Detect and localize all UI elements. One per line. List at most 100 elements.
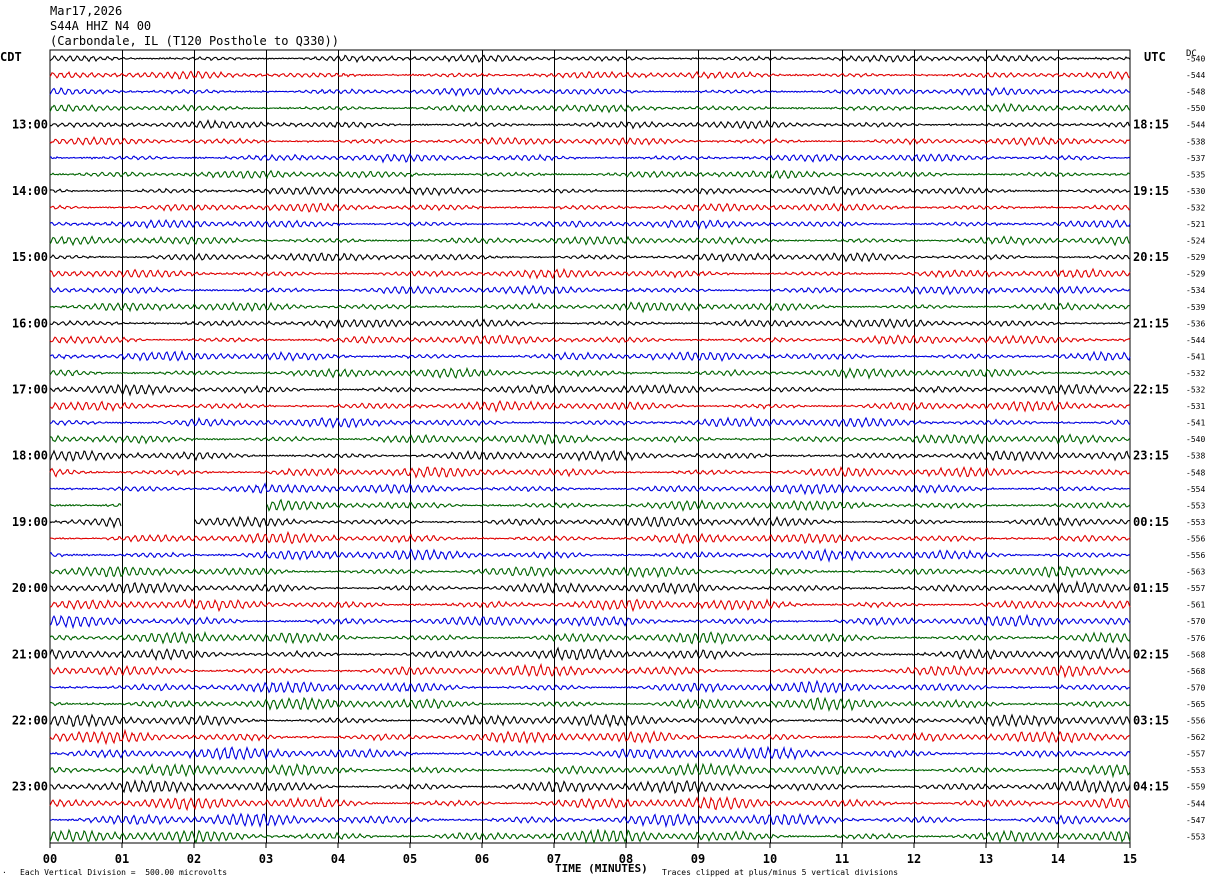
- cdt-label: CDT: [0, 50, 22, 64]
- dc-offset-label: -530: [1186, 187, 1205, 196]
- dc-offset-label: -540: [1186, 435, 1205, 444]
- seismic-trace: [49, 795, 1130, 812]
- dc-offset-label: -554: [1186, 485, 1205, 494]
- seismic-trace: [49, 135, 1131, 147]
- dc-offset-label: -529: [1186, 270, 1205, 279]
- seismic-trace: [49, 812, 1131, 829]
- dc-offset-label: -556: [1186, 551, 1205, 560]
- cdt-hour-label: 16:00: [12, 316, 48, 330]
- x-tick-label: 01: [115, 852, 129, 866]
- dc-offset-label: -521: [1186, 220, 1205, 229]
- seismic-trace: [49, 598, 1131, 613]
- x-axis-title: TIME (MINUTES): [555, 862, 648, 875]
- dc-offset-label: -568: [1186, 667, 1205, 676]
- dc-offset-label: -548: [1186, 468, 1205, 477]
- utc-hour-label: 21:15: [1133, 316, 1169, 330]
- seismic-trace: [49, 728, 1130, 746]
- seismic-trace: [49, 349, 1131, 363]
- seismic-trace: [49, 646, 1131, 662]
- dc-offset-label: -535: [1186, 170, 1205, 179]
- seismic-trace: [49, 580, 1131, 595]
- dc-offset-label: -541: [1186, 419, 1205, 428]
- utc-label: UTC: [1144, 50, 1166, 64]
- x-tick-label: 07: [547, 852, 561, 866]
- x-tick-label: 15: [1123, 852, 1137, 866]
- x-tick-label: 06: [475, 852, 489, 866]
- utc-hour-label: 22:15: [1133, 383, 1169, 397]
- seismic-trace: [49, 185, 1131, 197]
- seismic-trace: [49, 301, 1131, 314]
- dc-offset-label: -540: [1186, 55, 1205, 64]
- seismic-trace: [49, 762, 1131, 779]
- utc-hour-label: 00:15: [1133, 515, 1169, 529]
- seismic-trace: [49, 482, 1131, 496]
- seismic-trace: [49, 565, 1131, 579]
- dc-offset-label: -557: [1186, 750, 1205, 759]
- dc-offset-label: -557: [1186, 584, 1205, 593]
- dc-offset-label: -544: [1186, 71, 1205, 80]
- chart-date: Mar17,2026: [50, 4, 123, 18]
- seismic-trace: [49, 334, 1131, 346]
- seismic-trace: [49, 745, 1131, 761]
- seismic-trace: [49, 530, 1131, 545]
- seismic-trace: [49, 267, 1131, 280]
- dc-offset-label: -568: [1186, 650, 1205, 659]
- station-location: (Carbondale, IL (T120 Posthole to Q330)): [50, 34, 339, 48]
- seismic-trace: [49, 613, 1131, 630]
- seismic-trace: [49, 53, 1131, 64]
- seismic-trace: [49, 465, 1131, 479]
- seismic-trace: [49, 70, 1131, 81]
- dc-offset-label: -556: [1186, 717, 1205, 726]
- dc-offset-label: -548: [1186, 88, 1205, 97]
- cdt-hour-label: 21:00: [12, 647, 48, 661]
- x-tick-label: 05: [403, 852, 417, 866]
- dc-offset-label: -563: [1186, 568, 1205, 577]
- seismic-trace: [49, 696, 1131, 713]
- plot-frame: [49, 49, 1131, 844]
- utc-hour-label: 23:15: [1133, 449, 1169, 463]
- cdt-hour-label: 23:00: [12, 780, 48, 794]
- x-tick-label: 09: [691, 852, 705, 866]
- seismic-trace: [49, 235, 1131, 247]
- x-tick-label: 14: [1051, 852, 1065, 866]
- x-tick-label: 00: [43, 852, 57, 866]
- dc-offset-label: -544: [1186, 799, 1205, 808]
- seismic-trace: [49, 169, 1131, 180]
- dc-offset-label: -559: [1186, 783, 1205, 792]
- x-tick-label: 10: [763, 852, 777, 866]
- seismic-trace: [49, 86, 1131, 97]
- utc-hour-label: 18:15: [1133, 118, 1169, 132]
- scale-note: Each Vertical Division = 500.00 microvol…: [20, 868, 228, 877]
- dc-offset-label: -536: [1186, 319, 1205, 328]
- seismic-trace: [49, 399, 1131, 413]
- dc-offset-label: -539: [1186, 303, 1205, 312]
- cdt-hour-label: 17:00: [12, 383, 48, 397]
- corner-mark: .: [2, 866, 7, 875]
- cdt-hour-label: 19:00: [12, 515, 48, 529]
- utc-hour-label: 03:15: [1133, 714, 1169, 728]
- seismic-trace: [49, 679, 1131, 694]
- seismic-trace: [49, 218, 1131, 231]
- dc-offset-label: -544: [1186, 121, 1205, 130]
- x-tick-label: 03: [259, 852, 273, 866]
- seismic-trace: [49, 416, 1131, 429]
- seismic-trace: [49, 318, 1131, 330]
- station-code: S44A HHZ N4 00: [50, 19, 152, 33]
- dc-offset-label: -553: [1186, 832, 1205, 841]
- dc-offset-label: -532: [1186, 203, 1205, 212]
- dc-offset-label: -532: [1186, 369, 1205, 378]
- seismic-trace: [49, 515, 1131, 529]
- dc-offset-label: -524: [1186, 237, 1205, 246]
- dc-offset-label: -576: [1186, 634, 1205, 643]
- dc-offset-label: -565: [1186, 700, 1205, 709]
- seismic-trace: [49, 498, 1131, 512]
- seismic-trace: [50, 153, 1131, 164]
- seismic-trace: [49, 366, 1131, 380]
- seismic-trace: [49, 102, 1131, 114]
- utc-hour-label: 01:15: [1133, 581, 1169, 595]
- dc-offset-label: -532: [1186, 386, 1205, 395]
- dc-offset-label: -570: [1186, 617, 1205, 626]
- seismic-trace: [49, 449, 1131, 463]
- dc-offset-label: -562: [1186, 733, 1205, 742]
